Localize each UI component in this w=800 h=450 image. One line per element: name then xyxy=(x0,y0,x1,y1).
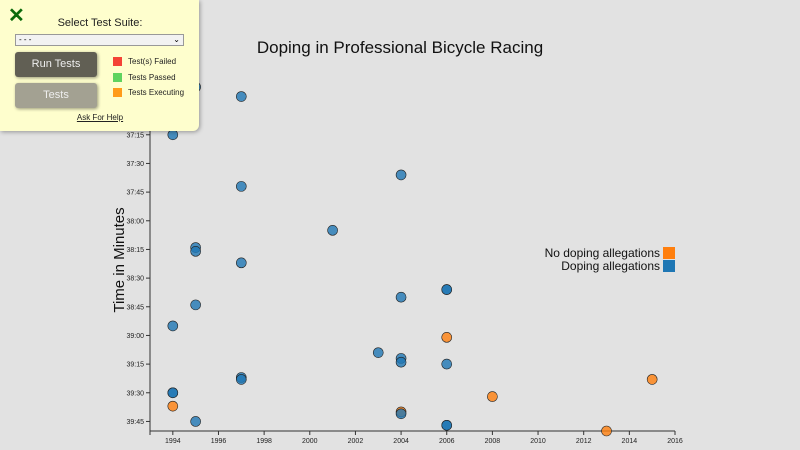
test-suite-select[interactable]: - - - ⌄ xyxy=(15,34,184,46)
dot-doping[interactable] xyxy=(372,347,384,358)
ask-for-help-link[interactable]: Ask For Help xyxy=(76,113,124,122)
x-tick-label: 2000 xyxy=(302,438,318,445)
dot-no-doping[interactable] xyxy=(601,425,612,437)
suite-value: - - - xyxy=(19,35,32,44)
dot-doping[interactable] xyxy=(236,257,247,269)
run-tests-button[interactable]: Run Tests xyxy=(15,52,97,77)
x-tick-label: 2016 xyxy=(667,438,683,445)
dot-doping[interactable] xyxy=(190,299,201,311)
dot-no-doping[interactable] xyxy=(441,332,453,343)
x-axis: 1994 1996 1998 2000 2002 2004 2006 2008 2010 2012… xyxy=(150,430,683,445)
x-tick-label: 2004 xyxy=(393,438,409,445)
dot-doping[interactable] xyxy=(190,246,201,257)
failed-label: Test(s) Failed xyxy=(128,57,177,66)
suite-label: Select Test Suite: xyxy=(57,17,143,29)
y-tick-label: 37:30 xyxy=(126,161,144,168)
legend-passed: Tests Passed xyxy=(113,73,176,83)
dot-doping[interactable] xyxy=(190,416,201,427)
dot-doping[interactable] xyxy=(167,129,179,141)
legend-label-no-doping: No doping allegations xyxy=(545,246,660,260)
chart-title: Doping in Professional Bicycle Racing xyxy=(257,38,543,57)
x-tick-label: 1998 xyxy=(256,438,272,445)
dot-doping[interactable] xyxy=(236,91,247,102)
dot-doping[interactable] xyxy=(167,387,179,399)
test-panel: ✕ Select Test Suite: - - - ⌄ Run Tests Te… xyxy=(0,0,199,131)
y-tick-label: 38:00 xyxy=(126,218,144,225)
y-tick-label: 38:45 xyxy=(126,304,144,311)
y-tick-label: 37:45 xyxy=(126,190,144,197)
x-tick-label: 2012 xyxy=(576,438,592,445)
x-tick-label: 2006 xyxy=(439,438,455,445)
legend-label-doping: Doping allegations xyxy=(561,259,660,273)
y-tick-label: 39:30 xyxy=(126,390,144,397)
x-tick-label: 1996 xyxy=(211,438,227,445)
dot-no-doping[interactable] xyxy=(167,400,179,412)
y-axis-label: Time in Minutes xyxy=(111,207,128,312)
dot-no-doping[interactable] xyxy=(646,374,658,385)
y-tick-label: 39:15 xyxy=(126,362,144,369)
passed-label: Tests Passed xyxy=(128,73,176,82)
dot-no-doping[interactable] xyxy=(487,391,498,402)
legend-swatch-doping xyxy=(663,260,675,272)
y-tick-label: 38:30 xyxy=(126,276,144,283)
x-tick-label: 2002 xyxy=(348,438,364,445)
dot-doping[interactable] xyxy=(236,181,247,192)
tests-button[interactable]: Tests xyxy=(15,83,97,108)
dot-doping[interactable] xyxy=(395,169,407,181)
x-tick-label: 2014 xyxy=(622,438,638,445)
dot-doping[interactable] xyxy=(167,320,179,332)
y-tick-label: 39:45 xyxy=(126,419,144,426)
x-tick-label: 2008 xyxy=(485,438,501,445)
dots xyxy=(167,81,658,437)
dot-doping[interactable] xyxy=(441,284,453,295)
passed-swatch xyxy=(113,73,122,83)
y-tick-label: 38:15 xyxy=(126,247,144,254)
x-tick-label: 2010 xyxy=(530,438,546,445)
dot-doping[interactable] xyxy=(395,408,407,420)
dot-doping[interactable] xyxy=(441,358,453,370)
y-axis: 37:0037:1537:3037:4538:0038:1538:3038:45… xyxy=(126,77,151,435)
y-tick-label: 39:00 xyxy=(126,333,144,340)
legend: No doping allegations Doping allegations xyxy=(545,246,675,273)
dot-doping[interactable] xyxy=(327,225,338,236)
close-icon[interactable]: ✕ xyxy=(8,5,25,27)
dot-doping[interactable] xyxy=(441,419,453,431)
dot-doping[interactable] xyxy=(395,356,407,368)
failed-swatch xyxy=(113,57,122,67)
x-tick-label: 1994 xyxy=(165,438,181,445)
chevron-down-icon: ⌄ xyxy=(173,35,180,44)
executing-swatch xyxy=(113,88,122,98)
dot-doping[interactable] xyxy=(395,291,407,303)
legend-swatch-no-doping xyxy=(663,247,675,259)
legend-failed: Test(s) Failed xyxy=(113,57,177,67)
executing-label: Tests Executing xyxy=(128,88,185,97)
legend-executing: Tests Executing xyxy=(113,88,185,98)
y-tick-label: 37:15 xyxy=(126,132,144,139)
dot-doping[interactable] xyxy=(236,374,247,385)
